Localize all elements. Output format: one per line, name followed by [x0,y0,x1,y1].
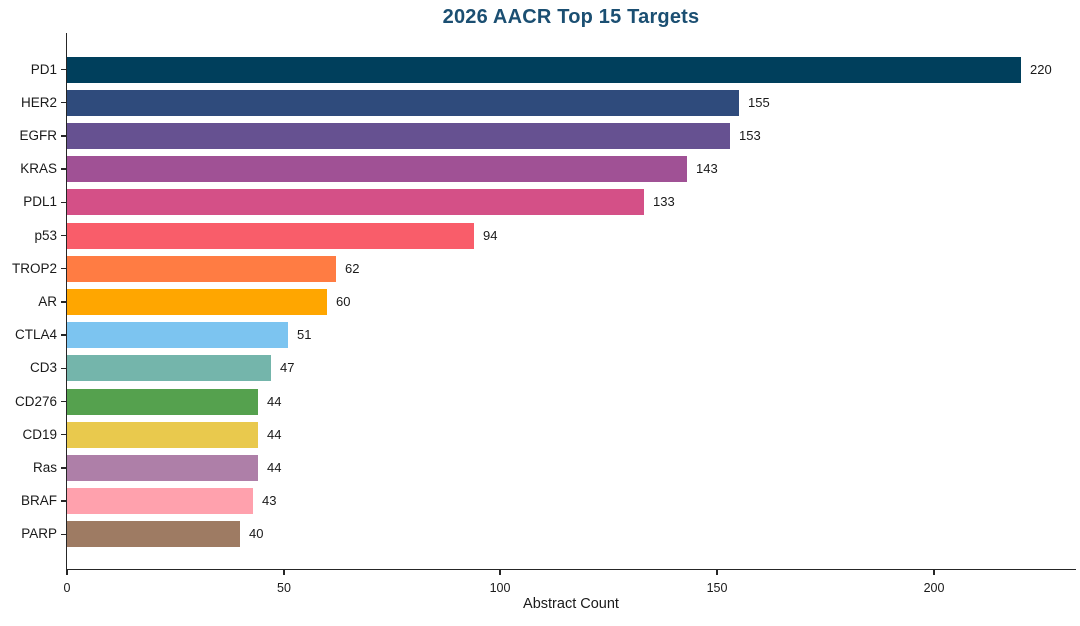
bar-row: BRAF 43 [21,488,1077,515]
bar [67,454,258,481]
bar-row: CD3 47 [30,355,1077,382]
y-axis-category-label: PARP [21,526,57,542]
bar-value-label: 62 [345,260,360,276]
y-axis-tick [61,234,66,237]
y-axis-tick [61,201,66,204]
x-axis-tick-label: 200 [923,581,945,595]
bar [67,255,336,282]
x-axis-tick-label: 100 [489,581,511,595]
bar-value-label: 44 [267,426,282,442]
y-axis-tick [61,334,66,336]
bar-row: KRAS 143 [20,156,1077,183]
bar-value-label: 220 [1030,61,1052,77]
y-axis-category-label: CD3 [29,360,57,376]
bar-value-label: 44 [267,393,282,409]
y-axis-category-label: HER2 [20,94,57,110]
bar-row: p53 94 [34,222,1077,249]
bar-value-label: 155 [748,94,770,110]
y-axis-tick [61,500,66,502]
y-axis-tick [61,101,66,104]
bar [67,388,258,415]
bar [67,56,1021,83]
y-axis-category-label: CD276 [14,393,57,409]
bar-value-label: 133 [653,194,675,210]
bar-value-label: 94 [483,227,498,243]
bar [67,521,240,548]
y-axis-tick [61,367,66,370]
y-axis-category-label: EGFR [19,127,57,143]
bar-row: PARP 40 [21,521,1077,548]
bar-value-label: 60 [336,293,351,309]
bar-value-label: 43 [262,493,277,509]
bar-row: PD1 220 [31,56,1077,83]
bar-value-label: 143 [696,161,718,177]
y-axis-tick [61,433,66,436]
plot-area: PD1 220 HER2 155 EGFR 153 KRAS 143 PDL1 133 p53 94 T… [12,33,1077,595]
bar-row: EGFR 153 [19,122,1077,149]
bar-row: CTLA4 51 [15,322,1077,349]
bar-row: CD19 44 [22,421,1077,448]
y-axis-category-label: PD1 [30,61,57,77]
chart-title: 2026 AACR Top 15 Targets [442,6,700,28]
bar [67,421,258,448]
bar [67,189,644,216]
bar-value-label: 153 [739,127,761,143]
y-axis-category-label: AR [38,293,57,309]
bar [67,288,327,315]
bar-row: AR 60 [38,288,1077,315]
y-axis-tick [61,68,66,71]
y-axis-tick [61,135,66,137]
x-axis-tick-label: 50 [277,581,291,595]
y-axis-category-label: KRAS [20,161,57,177]
bar [67,156,687,183]
bar-row: PDL1 133 [23,189,1077,216]
y-axis-category-label: Ras [32,459,57,475]
y-axis-tick [61,301,66,303]
bar [67,222,474,249]
y-axis-category-label: PDL1 [23,194,57,210]
x-axis-tick [66,570,68,575]
y-axis-tick [61,533,66,536]
bar-value-label: 40 [249,526,264,542]
x-axis-tick-label: 0 [63,581,71,595]
y-axis-category-label: CTLA4 [14,327,57,343]
x-axis-title: Abstract Count [523,596,619,612]
x-axis-tick [933,570,935,575]
bar [67,322,288,349]
y-axis-tick [61,168,66,170]
bar-value-label: 51 [297,327,312,343]
y-axis-tick [61,400,66,403]
bar-row: CD276 44 [15,388,1077,415]
bar [67,122,730,149]
y-axis-tick [61,267,66,270]
x-axis-tick-label: 150 [706,581,728,595]
x-axis-tick [283,570,285,575]
bar-value-label: 47 [280,360,295,376]
bar-value-label: 44 [267,459,282,475]
x-axis-tick [499,570,501,575]
y-axis-tick [61,467,66,469]
y-axis-category-label: CD19 [22,426,57,442]
bar-row: Ras 44 [33,454,1077,481]
y-axis-category-label: BRAF [20,493,57,509]
bar [67,488,253,515]
bar [67,89,739,116]
y-axis-category-label: p53 [34,227,57,243]
bar [67,355,271,382]
bar-row: TROP2 62 [12,255,1077,282]
bar-row: HER2 155 [21,89,1077,116]
x-axis-tick [716,570,718,575]
y-axis-category-label: TROP2 [11,260,57,276]
